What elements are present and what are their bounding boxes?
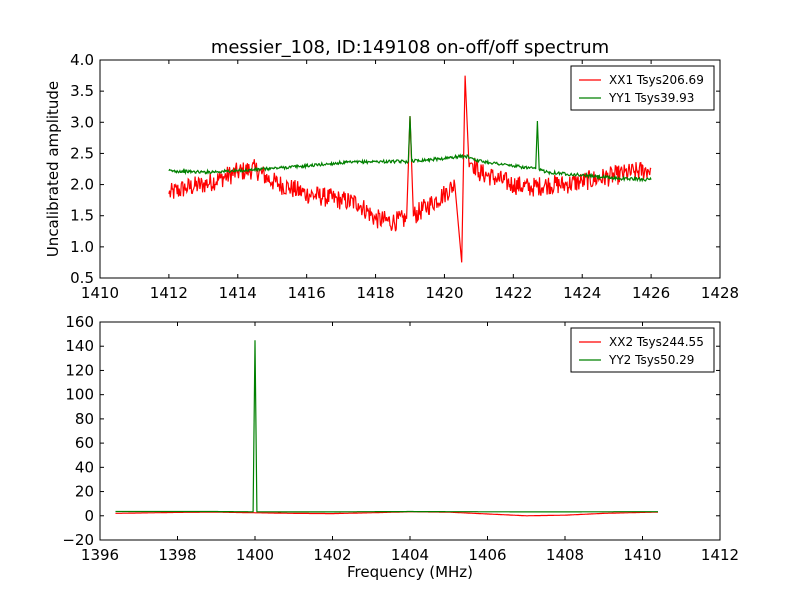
y-tick-label: 120 <box>65 361 94 379</box>
legend-label: XX2 Tsys244.55 <box>609 335 704 349</box>
x-tick-label: 1416 <box>288 284 326 302</box>
legend-label: XX1 Tsys206.69 <box>609 73 704 87</box>
x-tick-label: 1402 <box>313 546 351 564</box>
x-tick-label: 1410 <box>623 546 661 564</box>
x-tick-label: 1428 <box>701 284 739 302</box>
y-tick-label: 1.0 <box>70 238 94 256</box>
y-tick-label: 4.0 <box>70 51 94 69</box>
series-group <box>168 75 652 263</box>
legend-label: YY2 Tsys50.29 <box>608 353 694 367</box>
x-tick-label: 1426 <box>632 284 670 302</box>
y-tick-label: 100 <box>65 386 94 404</box>
legend: XX2 Tsys244.55 YY2 Tsys50.29 <box>570 327 715 373</box>
x-tick-label: 1418 <box>356 284 394 302</box>
y-axis-label: Uncalibrated amplitude <box>44 81 62 257</box>
y-tick-label: 2.0 <box>70 176 94 194</box>
series-line-yy2 <box>115 340 658 513</box>
legend-box <box>570 327 715 373</box>
x-tick-label: 1404 <box>391 546 429 564</box>
bottom-subplot: 1396 1398 1400 1402 1404 1406 1408 1410 1412 −20 0… <box>62 313 739 581</box>
legend-box <box>570 65 715 111</box>
y-tick-label: 1.5 <box>70 207 94 225</box>
y-tick-label: 0 <box>84 507 94 525</box>
y-tick-label: 140 <box>65 337 94 355</box>
y-tick-label: 60 <box>75 434 94 452</box>
y-tick-label: 40 <box>75 458 94 476</box>
series-group <box>115 340 659 517</box>
x-tick-label: 1412 <box>150 284 188 302</box>
axes-frame <box>99 59 721 279</box>
x-tick-label: 1406 <box>468 546 506 564</box>
y-tick-label: −20 <box>62 531 94 549</box>
x-tick-label: 1398 <box>158 546 196 564</box>
x-tick-label: 1414 <box>219 284 257 302</box>
series-line-yy1 <box>168 116 652 183</box>
x-tick-label: 1412 <box>701 546 739 564</box>
x-tick-label: 1420 <box>425 284 463 302</box>
y-tick-label: 2.5 <box>70 144 94 162</box>
x-tick-label: 1422 <box>494 284 532 302</box>
y-tick-label: 80 <box>75 410 94 428</box>
series-line-xx2 <box>115 511 659 517</box>
y-tick-label: 20 <box>75 483 94 501</box>
x-tick-label: 1396 <box>81 546 119 564</box>
x-tick-label: 1424 <box>563 284 601 302</box>
chart-title: messier_108, ID:149108 on-off/off spectr… <box>211 37 609 58</box>
y-tick-label: 0.5 <box>70 269 94 287</box>
top-subplot: 1410 1412 1414 1416 1418 1420 1422 1424 1426 1428… <box>44 51 739 302</box>
y-tick-label: 3.0 <box>70 113 94 131</box>
y-tick-label: 160 <box>65 313 94 331</box>
y-tick-label: 3.5 <box>70 82 94 100</box>
x-tick-label: 1410 <box>81 284 119 302</box>
legend-label: YY1 Tsys39.93 <box>608 91 694 105</box>
x-tick-label: 1408 <box>546 546 584 564</box>
legend: XX1 Tsys206.69 YY1 Tsys39.93 <box>570 65 715 111</box>
x-axis-label: Frequency (MHz) <box>347 563 473 581</box>
x-tick-label: 1400 <box>236 546 274 564</box>
